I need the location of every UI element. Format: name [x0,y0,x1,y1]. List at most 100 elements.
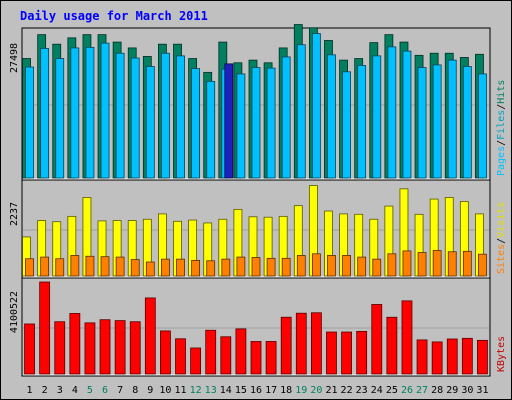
panel-kbytes: 4100522 KBytes [9,277,507,377]
legend-entry: / [496,104,507,110]
bar-files-day-13 [206,80,216,179]
bar-kbytes-day-16 [250,341,262,375]
legend-entry: Files [496,110,507,140]
bar-files-day-24 [372,55,382,179]
bar-sites-day-16 [251,257,261,277]
bar-kbytes-day-29 [446,338,458,375]
chart-title: Daily usage for March 2011 [20,9,208,23]
bar-sites-day-20 [311,253,321,277]
bar-sites-day-8 [130,259,140,277]
bar-kbytes-day-11 [175,338,186,375]
x-tick-label-23: 23 [356,385,368,396]
bar-sites-day-21 [327,255,336,277]
x-tick-label-2: 2 [42,385,48,396]
legend-entry: Sites [496,244,507,274]
legend-entry: Visits [496,202,507,238]
bar-kbytes-day-28 [431,341,443,375]
x-tick-label-7: 7 [117,385,123,396]
x-tick-label-14: 14 [220,385,232,396]
bar-sites-day-3 [55,258,65,277]
bar-files-day-12 [191,68,201,179]
x-tick-label-27: 27 [416,385,428,396]
bar-files-day-22 [342,71,351,179]
x-tick-label-28: 28 [431,385,443,396]
bar-kbytes-day-14 [220,336,232,375]
chart-panels: 27498Pages/Files/Hits2237Sites/Visits410… [9,24,507,377]
bar-sites-day-26 [402,250,412,277]
bar-sites-day-30 [462,250,472,277]
bar-kbytes-day-26 [401,300,413,375]
bar-kbytes-day-10 [160,330,171,375]
x-tick-label-18: 18 [280,385,292,396]
x-tick-label-26: 26 [401,385,413,396]
y-max-label: 4100522 [9,291,20,333]
bar-files-day-8 [130,57,140,179]
bar-sites-day-22 [342,255,351,277]
bar-sites-day-4 [70,255,80,277]
bar-kbytes-day-31 [477,339,488,375]
bar-kbytes-day-6 [99,319,111,375]
bar-files-day-23 [357,65,367,179]
bar-kbytes-day-8 [129,321,141,375]
bar-sites-day-19 [296,255,306,277]
x-tick-label-6: 6 [102,385,108,396]
legend-entry: Hits [496,80,507,104]
x-tick-label-11: 11 [174,385,186,396]
x-tick-label-17: 17 [265,385,277,396]
bar-sites-day-14 [221,258,231,277]
bar-kbytes-day-1 [24,323,35,375]
bar-files-day-15 [236,73,246,179]
x-axis-labels: 1 2 3 4 5 6 7 8 9 10 11 12 13 14 15 16 17 18 19 20 21 22 23 24 2… [27,385,489,396]
legend-entry: Pages [496,146,507,176]
bar-files-day-5 [85,46,95,179]
bar-sites-day-31 [478,253,487,277]
bar-kbytes-day-15 [235,328,247,375]
bar-sites-day-23 [357,256,367,277]
bar-kbytes-day-22 [341,331,352,375]
bar-sites-day-11 [176,258,185,277]
bar-files-day-26 [402,50,412,179]
bar-kbytes-day-4 [69,313,81,375]
panel-legend: Pages/Files/Hits [496,80,507,176]
y-max-label: 2237 [9,202,20,226]
bar-kbytes-day-23 [356,330,368,375]
legend-entry: / [496,140,507,146]
panel-legend: Sites/Visits [496,202,507,274]
bar-sites-day-25 [387,253,397,277]
x-tick-label-29: 29 [446,385,458,396]
x-tick-label-19: 19 [295,385,307,396]
bar-files-day-9 [145,66,155,179]
bar-sites-day-17 [266,257,276,277]
x-tick-label-1: 1 [27,385,33,396]
x-tick-label-12: 12 [190,385,202,396]
bar-files-day-17 [266,67,276,179]
bar-files-day-29 [447,59,457,179]
bar-files-day-4 [70,47,80,179]
x-tick-label-31: 31 [476,385,488,396]
bar-files-day-19 [296,44,306,179]
x-tick-label-10: 10 [159,385,171,396]
bar-files-day-28 [432,64,442,179]
bar-kbytes-day-2 [39,281,51,375]
bar-kbytes-day-13 [205,329,217,375]
bar-sites-day-15 [236,256,246,277]
bar-files-day-31 [478,73,487,179]
x-tick-label-16: 16 [250,385,262,396]
x-tick-label-9: 9 [147,385,153,396]
bar-sites-day-18 [281,257,291,277]
bar-kbytes-day-17 [265,341,277,375]
bar-sites-day-7 [115,256,125,277]
bar-files-day-18 [281,56,291,179]
bar-files-day-21 [327,54,336,179]
x-tick-label-5: 5 [87,385,93,396]
bar-kbytes-day-20 [310,312,322,375]
bar-kbytes-day-24 [371,304,383,375]
bar-pages-day-14 [224,63,234,179]
bar-sites-day-5 [85,255,95,277]
bar-files-day-25 [387,46,397,179]
legend-entry: KBytes [496,336,507,372]
bar-sites-day-9 [145,261,155,277]
